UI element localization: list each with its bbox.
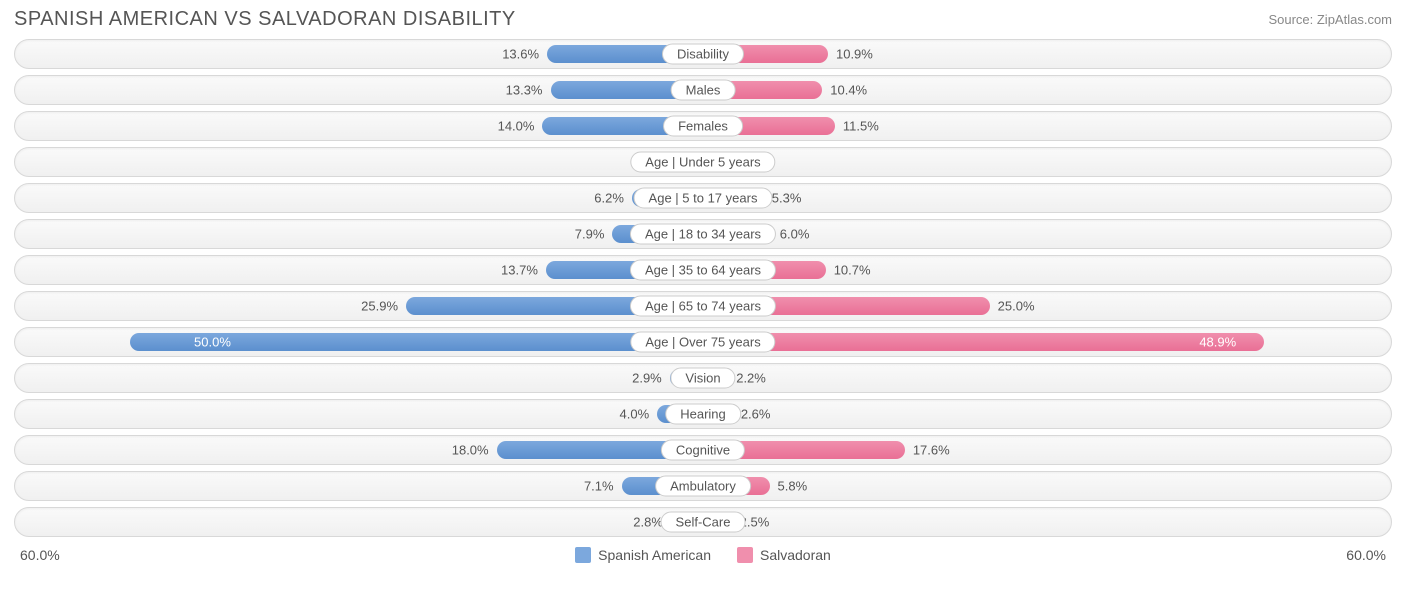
chart-row: Vision 2.9% 2.2% — [14, 363, 1392, 393]
value-label-right: 2.6% — [741, 407, 771, 422]
value-label-left: 2.9% — [632, 371, 662, 386]
legend-label-left: Spanish American — [598, 547, 711, 563]
row-category-label: Age | 35 to 64 years — [630, 260, 776, 281]
value-label-right: 5.3% — [772, 191, 802, 206]
value-label-left: 13.7% — [501, 263, 538, 278]
legend-label-right: Salvadoran — [760, 547, 831, 563]
chart-title: SPANISH AMERICAN VS SALVADORAN DISABILIT… — [14, 8, 516, 31]
legend-swatch-left — [575, 547, 591, 563]
value-label-right: 10.7% — [834, 263, 871, 278]
value-label-right: 5.8% — [778, 479, 808, 494]
chart-row: Disability 13.6% 10.9% — [14, 39, 1392, 69]
value-label-left: 4.0% — [620, 407, 650, 422]
value-label-left: 25.9% — [361, 299, 398, 314]
value-label-right: 48.9% — [1199, 335, 1236, 350]
row-category-label: Age | Over 75 years — [630, 332, 775, 353]
chart-row: Females 14.0% 11.5% — [14, 111, 1392, 141]
row-category-label: Age | Under 5 years — [630, 152, 775, 173]
value-label-left: 13.3% — [506, 83, 543, 98]
chart-row: Cognitive 18.0% 17.6% — [14, 435, 1392, 465]
axis-right-max: 60.0% — [1346, 547, 1386, 563]
row-category-label: Females — [663, 116, 743, 137]
chart-row: Age | 18 to 34 years 7.9% 6.0% — [14, 219, 1392, 249]
source-attribution: Source: ZipAtlas.com — [1268, 12, 1392, 27]
value-label-right: 25.0% — [998, 299, 1035, 314]
row-category-label: Age | 65 to 74 years — [630, 296, 776, 317]
bar-right — [703, 333, 1264, 351]
value-label-left: 13.6% — [502, 47, 539, 62]
axis-left-max: 60.0% — [20, 547, 60, 563]
row-category-label: Disability — [662, 44, 744, 65]
legend-swatch-right — [737, 547, 753, 563]
chart-row: Age | Under 5 years1.1%1.1% — [14, 147, 1392, 177]
legend-item-right: Salvadoran — [737, 547, 831, 563]
chart-row: Males 13.3% 10.4% — [14, 75, 1392, 105]
chart-body: Disability 13.6% 10.9% Males 13.3% 10.4% Femal… — [0, 33, 1406, 545]
value-label-right: 10.4% — [830, 83, 867, 98]
row-category-label: Vision — [670, 368, 735, 389]
value-label-right: 6.0% — [780, 227, 810, 242]
value-label-left: 6.2% — [594, 191, 624, 206]
chart-row: Ambulatory 7.1% 5.8% — [14, 471, 1392, 501]
row-category-label: Hearing — [665, 404, 741, 425]
value-label-left: 18.0% — [452, 443, 489, 458]
value-label-right: 2.2% — [736, 371, 766, 386]
chart-row: Age | 35 to 64 years 13.7% 10.7% — [14, 255, 1392, 285]
row-category-label: Self-Care — [661, 512, 746, 533]
value-label-left: 50.0% — [194, 335, 231, 350]
row-category-label: Age | 18 to 34 years — [630, 224, 776, 245]
chart-row: Age | Over 75 years 50.0% 48.9% — [14, 327, 1392, 357]
row-category-label: Cognitive — [661, 440, 745, 461]
value-label-left: 7.9% — [575, 227, 605, 242]
value-label-right: 10.9% — [836, 47, 873, 62]
chart-row: Age | 5 to 17 years 6.2% 5.3% — [14, 183, 1392, 213]
row-category-label: Age | 5 to 17 years — [634, 188, 773, 209]
value-label-left: 14.0% — [498, 119, 535, 134]
chart-row: Hearing 4.0% 2.6% — [14, 399, 1392, 429]
value-label-left: 2.8% — [633, 515, 663, 530]
value-label-right: 17.6% — [913, 443, 950, 458]
row-category-label: Males — [671, 80, 736, 101]
legend-item-left: Spanish American — [575, 547, 711, 563]
value-label-left: 7.1% — [584, 479, 614, 494]
value-label-right: 11.5% — [843, 119, 879, 134]
chart-row: Self-Care2.8%2.5% — [14, 507, 1392, 537]
row-category-label: Ambulatory — [655, 476, 751, 497]
legend: Spanish American Salvadoran — [575, 547, 831, 563]
chart-row: Age | 65 to 74 years 25.9% 25.0% — [14, 291, 1392, 321]
